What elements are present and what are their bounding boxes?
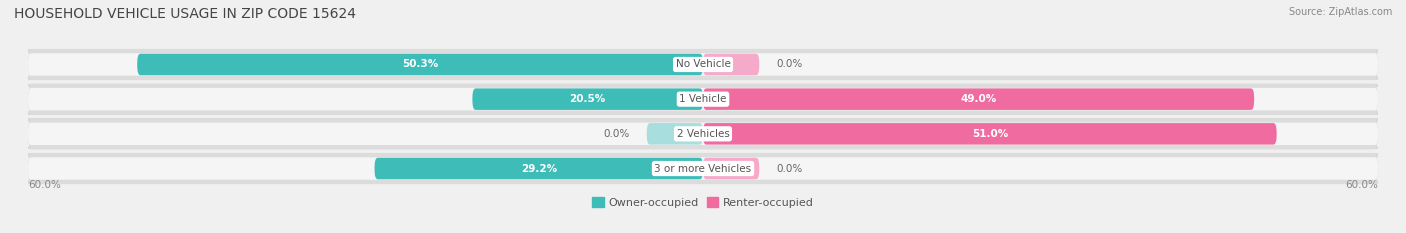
Text: 1 Vehicle: 1 Vehicle bbox=[679, 94, 727, 104]
Text: No Vehicle: No Vehicle bbox=[675, 59, 731, 69]
Text: 51.0%: 51.0% bbox=[972, 129, 1008, 139]
Bar bbox=[28, 49, 1378, 80]
Text: Source: ZipAtlas.com: Source: ZipAtlas.com bbox=[1288, 7, 1392, 17]
Text: 49.0%: 49.0% bbox=[960, 94, 997, 104]
Text: 60.0%: 60.0% bbox=[1346, 180, 1378, 190]
Bar bbox=[28, 84, 1378, 115]
FancyBboxPatch shape bbox=[28, 84, 1378, 115]
Text: 29.2%: 29.2% bbox=[520, 164, 557, 174]
Text: 3 or more Vehicles: 3 or more Vehicles bbox=[654, 164, 752, 174]
Text: 20.5%: 20.5% bbox=[569, 94, 606, 104]
FancyBboxPatch shape bbox=[28, 53, 1378, 76]
Text: 50.3%: 50.3% bbox=[402, 59, 439, 69]
FancyBboxPatch shape bbox=[138, 54, 703, 75]
Text: HOUSEHOLD VEHICLE USAGE IN ZIP CODE 15624: HOUSEHOLD VEHICLE USAGE IN ZIP CODE 1562… bbox=[14, 7, 356, 21]
Text: 0.0%: 0.0% bbox=[776, 164, 803, 174]
FancyBboxPatch shape bbox=[647, 123, 703, 145]
FancyBboxPatch shape bbox=[703, 123, 1277, 145]
Bar bbox=[28, 157, 1378, 180]
FancyBboxPatch shape bbox=[374, 158, 703, 179]
Bar bbox=[28, 53, 1378, 76]
FancyBboxPatch shape bbox=[703, 88, 1254, 110]
FancyBboxPatch shape bbox=[28, 153, 1378, 184]
FancyBboxPatch shape bbox=[28, 123, 1378, 145]
FancyBboxPatch shape bbox=[28, 88, 1378, 110]
Bar bbox=[28, 87, 1378, 111]
Text: 2 Vehicles: 2 Vehicles bbox=[676, 129, 730, 139]
Legend: Owner-occupied, Renter-occupied: Owner-occupied, Renter-occupied bbox=[588, 193, 818, 212]
Bar bbox=[28, 118, 1378, 149]
FancyBboxPatch shape bbox=[28, 118, 1378, 149]
Text: 60.0%: 60.0% bbox=[28, 180, 60, 190]
FancyBboxPatch shape bbox=[28, 49, 1378, 80]
Bar bbox=[28, 122, 1378, 146]
FancyBboxPatch shape bbox=[703, 158, 759, 179]
Text: 0.0%: 0.0% bbox=[776, 59, 803, 69]
Text: 0.0%: 0.0% bbox=[603, 129, 630, 139]
Bar bbox=[28, 153, 1378, 184]
FancyBboxPatch shape bbox=[28, 157, 1378, 180]
FancyBboxPatch shape bbox=[703, 54, 759, 75]
FancyBboxPatch shape bbox=[472, 88, 703, 110]
